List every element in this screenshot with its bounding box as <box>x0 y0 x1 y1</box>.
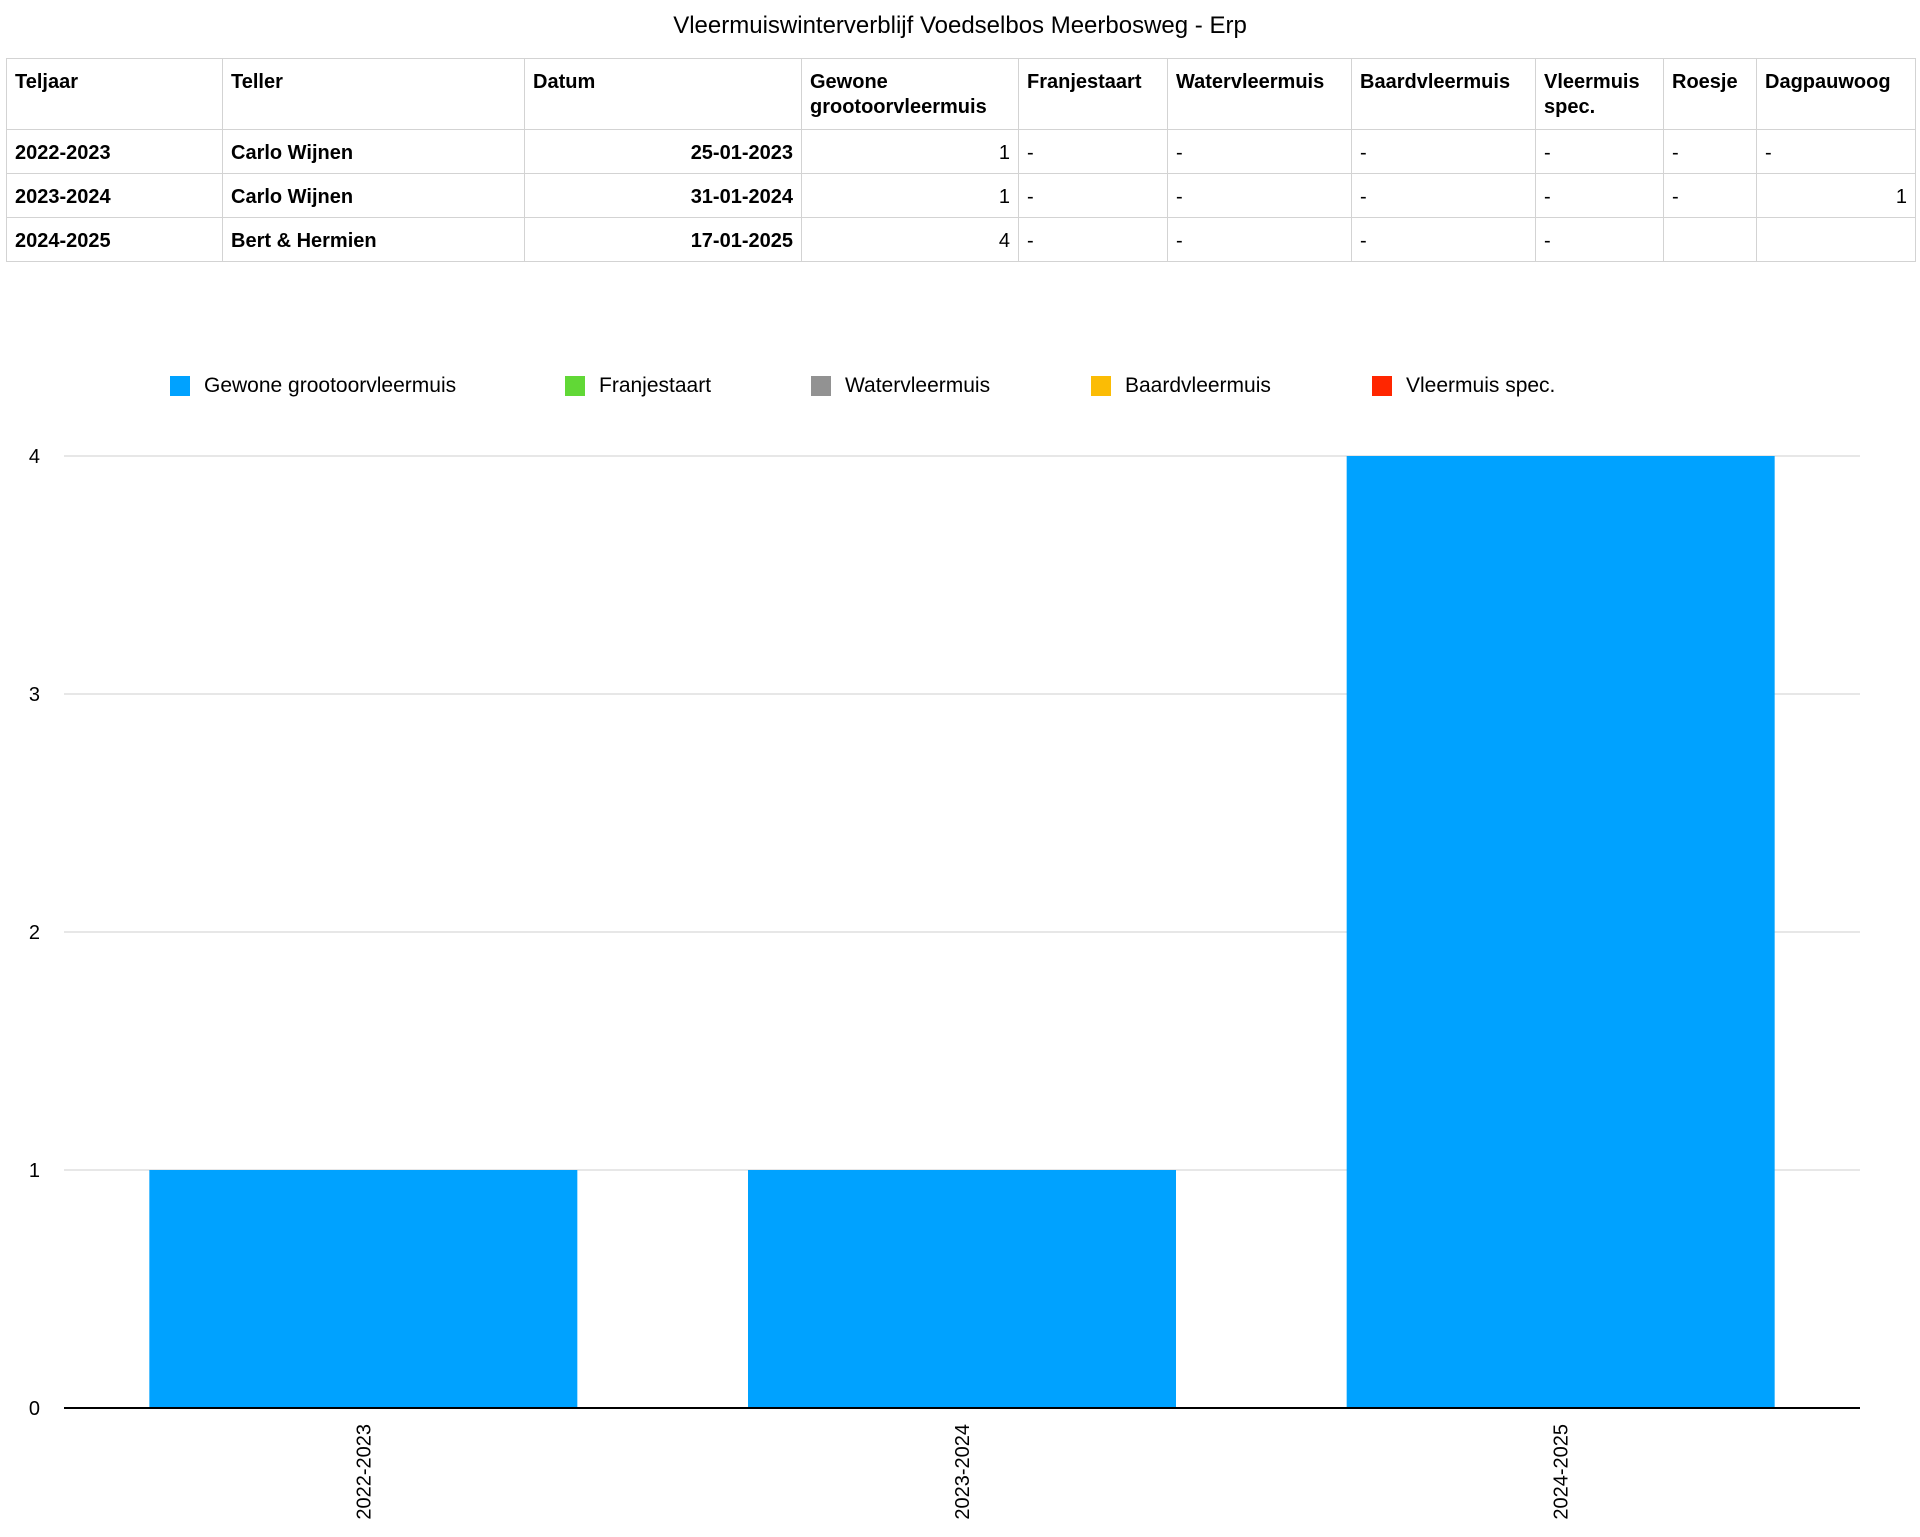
table-cell: - <box>1167 173 1352 218</box>
table-row: 2024-2025 Bert & Hermien 17-01-2025 4 - … <box>6 217 1916 262</box>
column-header: Franjestaart <box>1018 58 1168 130</box>
x-tick-label: 2022-2023 <box>353 1424 375 1520</box>
table-cell: - <box>1663 129 1757 174</box>
table-cell <box>1756 217 1916 262</box>
legend-label: Watervleermuis <box>845 374 991 397</box>
column-header: Datum <box>524 58 802 130</box>
legend-swatch <box>170 376 190 396</box>
column-header: Roesje <box>1663 58 1757 130</box>
column-header: Teljaar <box>6 58 223 130</box>
table-cell: 2023-2024 <box>6 173 223 218</box>
table-cell: - <box>1351 129 1536 174</box>
legend-item: Baardvleermuis <box>1091 374 1271 398</box>
table-cell: - <box>1535 173 1664 218</box>
column-header: Watervleermuis <box>1167 58 1352 130</box>
table-cell: 2024-2025 <box>6 217 223 262</box>
table-cell: 1 <box>801 129 1019 174</box>
column-header: Teller <box>222 58 525 130</box>
y-tick-label: 2 <box>29 922 40 944</box>
table-cell <box>1663 217 1757 262</box>
table-cell: - <box>1018 129 1168 174</box>
table-cell: - <box>1167 129 1352 174</box>
y-tick-label: 1 <box>29 1160 40 1182</box>
column-header: Baardvleermuis <box>1351 58 1536 130</box>
table-cell: 1 <box>801 173 1019 218</box>
page-title: Vleermuiswinterverblijf Voedselbos Meerb… <box>673 12 1247 39</box>
column-header: Gewone grootoorvleermuis <box>801 58 1019 130</box>
y-tick-label: 4 <box>29 446 40 468</box>
chart-legend: Gewone grootoorvleermuis Franjestaart Wa… <box>0 374 1920 402</box>
legend-swatch <box>1091 376 1111 396</box>
table-cell: 25-01-2023 <box>524 129 802 174</box>
table-cell: - <box>1018 173 1168 218</box>
legend-label: Vleermuis spec. <box>1406 374 1556 397</box>
table-cell: - <box>1167 217 1352 262</box>
column-header: Vleermuis spec. <box>1535 58 1664 130</box>
table-cell: - <box>1756 129 1916 174</box>
y-tick-label: 0 <box>29 1398 40 1420</box>
table-row: 2022-2023 Carlo Wijnen 25-01-2023 1 - - … <box>6 129 1916 174</box>
table-cell: - <box>1663 173 1757 218</box>
bar-chart: 0 1 2 3 4 2022-2023 2023-2024 2024-2025 <box>29 446 1860 1520</box>
legend-item: Vleermuis spec. <box>1372 374 1555 398</box>
x-tick-label: 2023-2024 <box>952 1424 974 1520</box>
legend-item: Watervleermuis <box>811 374 990 398</box>
bar <box>1346 456 1775 1408</box>
y-tick-label: 3 <box>29 684 40 706</box>
legend-label: Baardvleermuis <box>1125 374 1271 397</box>
table-cell: 17-01-2025 <box>524 217 802 262</box>
table-cell: 1 <box>1756 173 1916 218</box>
column-header: Dagpauwoog <box>1756 58 1916 130</box>
legend-item: Franjestaart <box>565 374 711 398</box>
bar <box>149 1170 578 1408</box>
table-row: 2023-2024 Carlo Wijnen 31-01-2024 1 - - … <box>6 173 1916 218</box>
table-cell: - <box>1018 217 1168 262</box>
table-cell: Bert & Hermien <box>222 217 525 262</box>
table-cell: 31-01-2024 <box>524 173 802 218</box>
table-cell: 4 <box>801 217 1019 262</box>
x-tick-label: 2024-2025 <box>1551 1424 1573 1520</box>
bar <box>748 1170 1176 1408</box>
legend-label: Gewone grootoorvleermuis <box>204 374 457 397</box>
table-cell: - <box>1535 217 1664 262</box>
legend-swatch <box>811 376 831 396</box>
table-cell: Carlo Wijnen <box>222 173 525 218</box>
legend-swatch <box>1372 376 1392 396</box>
table-cell: Carlo Wijnen <box>222 129 525 174</box>
legend-item: Gewone grootoorvleermuis <box>170 374 456 398</box>
table-cell: - <box>1351 217 1536 262</box>
legend-label: Franjestaart <box>599 374 712 397</box>
table-cell: - <box>1535 129 1664 174</box>
legend-swatch <box>565 376 585 396</box>
table-cell: - <box>1351 173 1536 218</box>
table-header-row: Teljaar Teller Datum Gewone grootoorvlee… <box>6 58 1916 130</box>
table-cell: 2022-2023 <box>6 129 223 174</box>
count-table: Teljaar Teller Datum Gewone grootoorvlee… <box>6 58 1916 262</box>
